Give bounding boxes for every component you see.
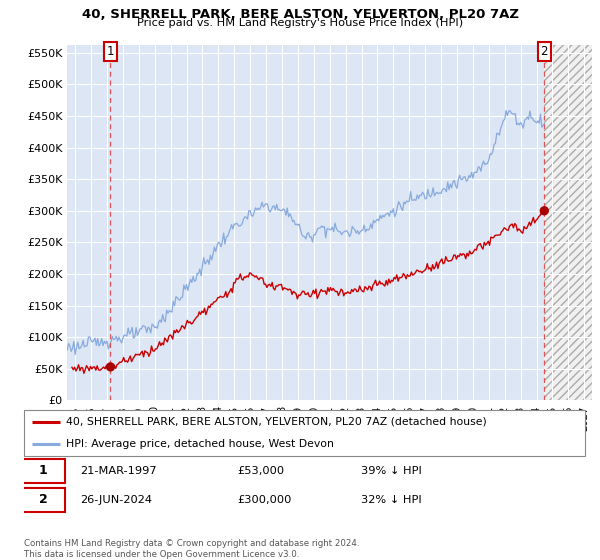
Text: £300,000: £300,000 [237, 495, 292, 505]
Bar [544, 45, 592, 400]
Text: 32% ↓ HPI: 32% ↓ HPI [361, 495, 421, 505]
Text: 21-MAR-1997: 21-MAR-1997 [80, 466, 157, 476]
Text: 1: 1 [38, 464, 47, 478]
Text: Contains HM Land Registry data © Crown copyright and database right 2024.
This d: Contains HM Land Registry data © Crown c… [24, 539, 359, 559]
Text: 40, SHERRELL PARK, BERE ALSTON, YELVERTON, PL20 7AZ (detached house): 40, SHERRELL PARK, BERE ALSTON, YELVERTO… [66, 417, 487, 427]
Text: Price paid vs. HM Land Registry's House Price Index (HPI): Price paid vs. HM Land Registry's House … [137, 18, 463, 29]
Text: 40, SHERRELL PARK, BERE ALSTON, YELVERTON, PL20 7AZ: 40, SHERRELL PARK, BERE ALSTON, YELVERTO… [82, 8, 518, 21]
Text: 1: 1 [107, 45, 114, 58]
Text: £53,000: £53,000 [237, 466, 284, 476]
Text: HPI: Average price, detached house, West Devon: HPI: Average price, detached house, West… [66, 438, 334, 449]
Text: 2: 2 [541, 45, 548, 58]
FancyBboxPatch shape [21, 459, 65, 483]
FancyBboxPatch shape [21, 488, 65, 512]
Point [539, 206, 549, 215]
Text: 2: 2 [38, 493, 47, 506]
FancyBboxPatch shape [24, 410, 585, 456]
Text: 26-JUN-2024: 26-JUN-2024 [80, 495, 152, 505]
Point [106, 362, 115, 371]
Text: 39% ↓ HPI: 39% ↓ HPI [361, 466, 421, 476]
